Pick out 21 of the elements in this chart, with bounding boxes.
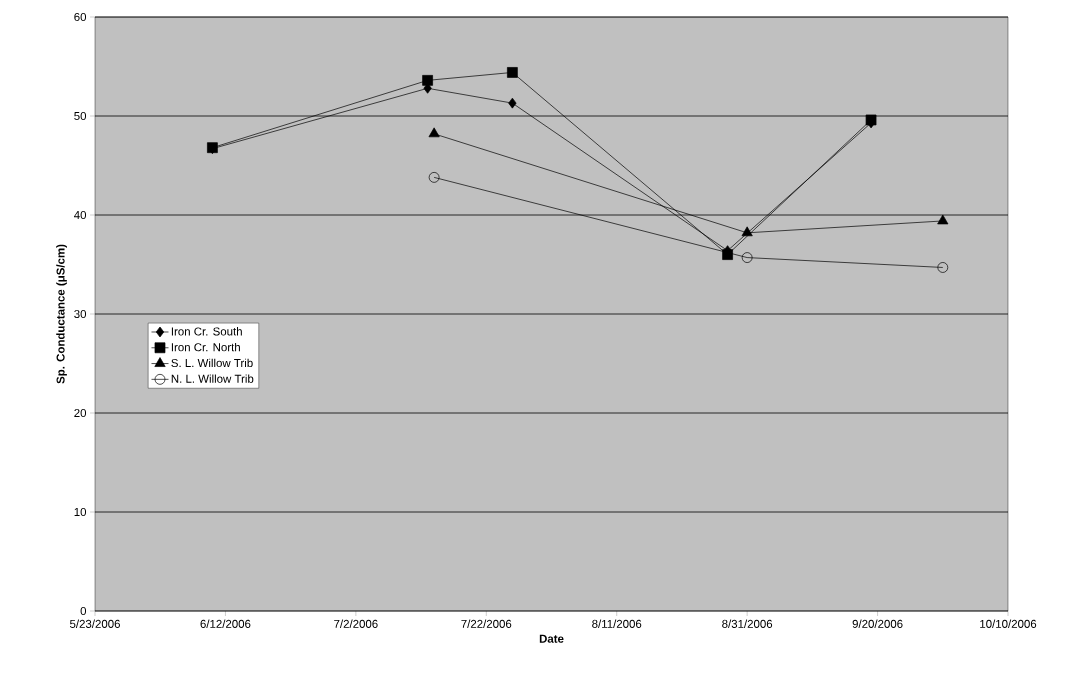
- x-tick-label: 7/2/2006: [334, 619, 378, 628]
- y-tick-label: 30: [74, 309, 87, 319]
- y-tick-label: 50: [74, 111, 87, 121]
- x-tick-label: 5/23/2006: [69, 619, 120, 628]
- y-tick-label: 20: [74, 408, 87, 418]
- y-tick-label: 40: [74, 210, 87, 220]
- x-tick-label: 8/31/2006: [722, 619, 773, 628]
- legend-label: N. L. Willow Trib: [171, 374, 254, 383]
- y-tick-label: 60: [74, 12, 87, 22]
- legend-label: S. L. Willow Trib: [171, 358, 253, 368]
- x-tick-label: 9/20/2006: [852, 619, 903, 628]
- x-axis-title: Date: [539, 634, 564, 643]
- legend-label: Iron Cr. South: [171, 327, 242, 336]
- y-tick-label: 10: [74, 507, 87, 517]
- x-tick-label: 7/22/2006: [461, 619, 512, 628]
- x-tick-label: 8/11/2006: [592, 619, 642, 628]
- y-axis-title: Sp. Conductance (μS/cm): [56, 244, 67, 384]
- x-tick-label: 10/10/2006: [980, 619, 1037, 628]
- y-tick-label: 0: [80, 606, 87, 616]
- legend-label: Iron Cr. North: [171, 342, 240, 352]
- x-tick-label: 6/12/2006: [200, 619, 251, 628]
